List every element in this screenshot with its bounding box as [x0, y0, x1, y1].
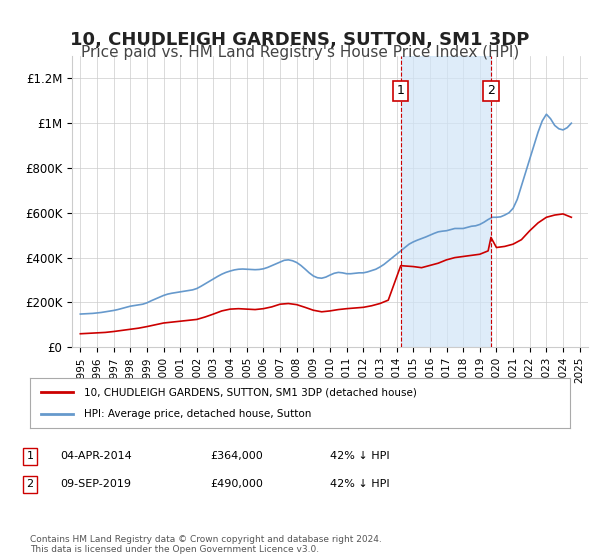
Text: 10, CHUDLEIGH GARDENS, SUTTON, SM1 3DP: 10, CHUDLEIGH GARDENS, SUTTON, SM1 3DP	[70, 31, 530, 49]
Text: Contains HM Land Registry data © Crown copyright and database right 2024.
This d: Contains HM Land Registry data © Crown c…	[30, 535, 382, 554]
Text: 42% ↓ HPI: 42% ↓ HPI	[330, 451, 389, 461]
Text: 1: 1	[397, 85, 404, 97]
Text: £364,000: £364,000	[210, 451, 263, 461]
Text: 10, CHUDLEIGH GARDENS, SUTTON, SM1 3DP (detached house): 10, CHUDLEIGH GARDENS, SUTTON, SM1 3DP (…	[84, 387, 417, 397]
Text: 2: 2	[487, 85, 495, 97]
Text: 04-APR-2014: 04-APR-2014	[60, 451, 132, 461]
Bar	[401, 56, 491, 347]
Text: HPI: Average price, detached house, Sutton: HPI: Average price, detached house, Sutt…	[84, 409, 311, 419]
Text: 09-SEP-2019: 09-SEP-2019	[60, 479, 131, 489]
Text: 2: 2	[26, 479, 34, 489]
Text: 1: 1	[26, 451, 34, 461]
Text: Price paid vs. HM Land Registry's House Price Index (HPI): Price paid vs. HM Land Registry's House …	[81, 45, 519, 60]
Text: 42% ↓ HPI: 42% ↓ HPI	[330, 479, 389, 489]
Text: £490,000: £490,000	[210, 479, 263, 489]
